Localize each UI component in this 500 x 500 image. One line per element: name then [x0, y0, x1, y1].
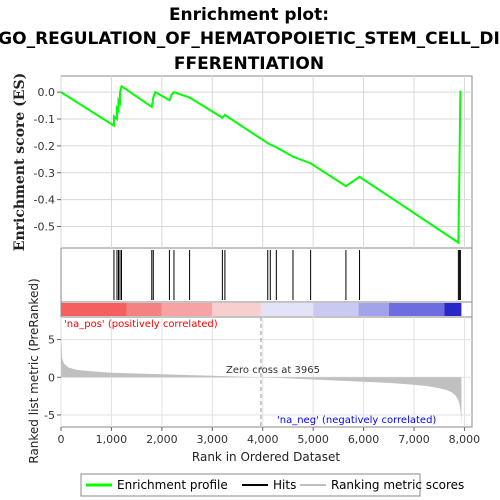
chart-title: Enrichment plot: GO_REGULATION_OF_HEMATO…	[0, 5, 500, 74]
ranked-ytick-label: 0	[48, 371, 55, 384]
es-ylabel: Enrichment score (ES)	[12, 73, 28, 251]
heat-bar-segment	[260, 303, 314, 316]
hit-lines	[113, 250, 461, 300]
heat-bar-segment	[126, 303, 162, 316]
x-tick-label: 0	[58, 433, 65, 446]
x-tick-label: 3,000	[197, 433, 229, 446]
es-ytick-label: -0.1	[34, 113, 55, 126]
es-y-ticks: 0.0 -0.1 -0.2 -0.3 -0.4 -0.5	[34, 86, 61, 234]
title-line-3: FFERENTIATION	[174, 54, 324, 74]
x-tick-label: 1,000	[96, 433, 128, 446]
es-ytick-label: 0.0	[38, 86, 56, 99]
title-line-1: Enrichment plot:	[169, 5, 329, 25]
es-ytick-label: -0.2	[34, 140, 55, 153]
ranked-y-ticks: 5 0 -5	[44, 334, 61, 422]
heat-bar-segment	[313, 303, 359, 316]
heat-bar-segment	[212, 303, 261, 316]
x-ticks: 0 1,000 2,000 3,000 4,000 5,000 6,000 7,000 8,00…	[58, 427, 481, 446]
ranked-panel-frame	[60, 316, 473, 428]
x-tick-label: 6,000	[348, 433, 380, 446]
es-series	[60, 84, 462, 245]
ranked-metric-area	[61, 317, 462, 427]
ranking-metric-area	[61, 328, 462, 424]
ranked-ylabel: Ranked list metric (PreRanked)	[27, 278, 41, 463]
legend: Enrichment profile Hits Ranking metric s…	[80, 473, 464, 497]
legend-label-hits: Hits	[273, 478, 296, 492]
x-tick-label: 7,000	[398, 433, 430, 446]
x-tick-label: 8,000	[449, 433, 481, 446]
x-tick-label: 4,000	[247, 433, 279, 446]
es-panel-frame	[60, 75, 473, 249]
pos-correlated-label: 'na_pos' (positively correlated)	[64, 319, 218, 330]
x-tick-label: 5,000	[297, 433, 329, 446]
title-line-2: GO_REGULATION_OF_HEMATOPOIETIC_STEM_CELL…	[0, 29, 500, 49]
es-ytick-label: -0.5	[34, 221, 55, 234]
zero-cross-label: Zero cross at 3965	[226, 365, 320, 376]
hits-panel-frame	[60, 247, 473, 303]
x-tick-label: 2,000	[146, 433, 178, 446]
es-ytick-label: -0.3	[34, 167, 55, 180]
legend-label-ranking: Ranking metric scores	[331, 478, 464, 492]
heat-bar-segment	[61, 303, 127, 316]
es-ytick-label: -0.4	[34, 194, 55, 207]
es-grid	[60, 76, 472, 248]
heat-bar-segment	[358, 303, 389, 316]
heat-bar	[61, 303, 462, 316]
heat-bar-segment	[161, 303, 213, 316]
legend-label-enrichment: Enrichment profile	[117, 478, 228, 492]
heat-bar-segment	[444, 303, 462, 316]
enrichment-profile-line	[60, 84, 462, 245]
ranked-grid	[60, 317, 472, 427]
heat-bar-segment	[388, 303, 445, 316]
ranked-ytick-label: -5	[44, 409, 55, 422]
ranked-ytick-label: 5	[48, 334, 55, 347]
neg-correlated-label: 'na_neg' (negatively correlated)	[277, 415, 436, 426]
x-axis-label: Rank in Ordered Dataset	[192, 450, 340, 464]
